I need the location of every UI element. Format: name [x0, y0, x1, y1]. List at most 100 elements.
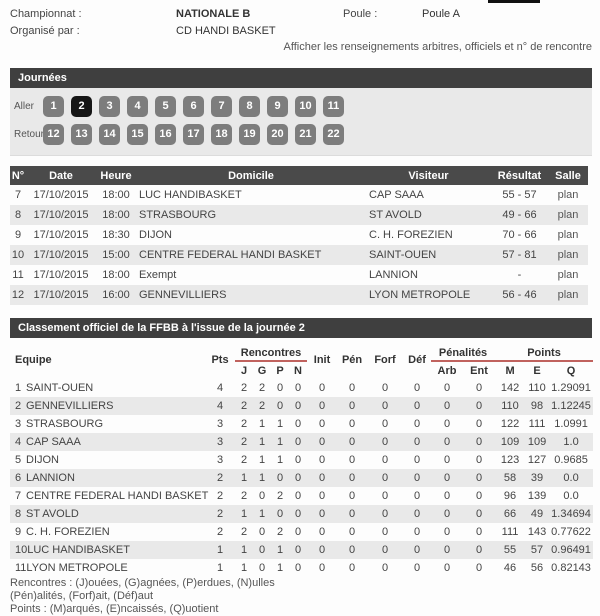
stat-j: 2: [240, 382, 248, 394]
arbitres-officiels-link[interactable]: Afficher les renseignements arbitres, of…: [283, 41, 592, 53]
stat-arb: 0: [431, 433, 464, 451]
stat-j: 1: [235, 541, 253, 559]
organise-label: Organisé par :: [10, 25, 80, 37]
team-name: DIJON: [26, 454, 59, 466]
points-q: 0.96491: [549, 541, 594, 559]
match-resultat: 56 - 46: [491, 285, 548, 305]
match-resultat: 55 - 57: [502, 189, 537, 201]
team-rank: 6: [15, 472, 22, 484]
team-cell: 1 SAINT-OUEN: [10, 379, 205, 397]
stat-forf: 0: [381, 418, 389, 430]
salle-plan-link[interactable]: plan: [557, 289, 579, 301]
col-date: Date: [26, 166, 96, 185]
stat-j: 2: [240, 526, 248, 538]
stat-n: 0: [294, 454, 302, 466]
stat-g: 0: [258, 562, 266, 574]
result-row: 7 17/10/2015 18:00 LUC HANDIBASKET CAP SAAA 5…: [10, 185, 588, 205]
stat-init: 0: [318, 562, 326, 574]
journee-button-3[interactable]: 3: [99, 96, 120, 117]
journee-button-7[interactable]: 7: [211, 96, 232, 117]
journee-button-15[interactable]: 15: [127, 124, 148, 145]
journee-button-13[interactable]: 13: [71, 124, 92, 145]
journee-button-18[interactable]: 18: [211, 124, 232, 145]
journee-button-2[interactable]: 2: [71, 96, 92, 117]
classement-row: 4 CAP SAAA 3 2 1 1 0 0 0 0 0 0 0 109 109 1.0: [10, 433, 594, 451]
journee-button-17[interactable]: 17: [183, 124, 204, 145]
journee-button-11[interactable]: 11: [323, 96, 344, 117]
points-q: 0.0: [549, 469, 594, 487]
truncated-dropdown-edge: [488, 0, 540, 3]
journee-button-16[interactable]: 16: [155, 124, 176, 145]
journee-button-10[interactable]: 10: [295, 96, 316, 117]
stat-def: 0: [403, 397, 432, 415]
journees-title: Journées: [18, 72, 67, 84]
result-row: 9 17/10/2015 18:30 DIJON C. H. FOREZIEN 70 - …: [10, 225, 588, 245]
stat-n: 0: [294, 526, 302, 538]
match-resultat: 49 - 66: [491, 205, 548, 225]
match-domicile: DIJON: [139, 229, 172, 241]
journee-button-22[interactable]: 22: [323, 124, 344, 145]
journee-button-6[interactable]: 6: [183, 96, 204, 117]
stat-n: 0: [289, 469, 308, 487]
team-cell: 2 GENNEVILLIERS: [10, 397, 205, 415]
classement-row: 11LYON METROPOLE 1 1 0 1 0 0 0 0 0 0 0 46 56 0.82143: [10, 559, 593, 577]
salle-plan-link[interactable]: plan: [557, 189, 579, 201]
points-e: 111: [528, 418, 546, 430]
stat-arb: 0: [431, 505, 464, 523]
points-q: 1.29091: [551, 382, 591, 394]
retour-label: Retour: [14, 129, 45, 140]
team-pts: 1: [216, 562, 224, 574]
team-rank: 4: [15, 436, 22, 448]
salle-plan-link[interactable]: plan: [557, 209, 579, 221]
journee-button-4[interactable]: 4: [127, 96, 148, 117]
stat-init: 0: [318, 382, 326, 394]
classement-title: Classement officiel de la FFBB à l'issue…: [18, 322, 305, 334]
stat-n: 0: [289, 505, 308, 523]
stat-j: 2: [235, 433, 253, 451]
journee-button-20[interactable]: 20: [267, 124, 288, 145]
stat-g: 2: [253, 397, 271, 415]
team-pts: 4: [216, 382, 224, 394]
match-visiteur: SAINT-OUEN: [366, 245, 491, 265]
stat-n: 0: [289, 397, 308, 415]
salle-plan-link[interactable]: plan: [557, 269, 579, 281]
classement-row: 8 ST AVOLD 2 1 1 0 0 0 0 0 0 0 0 66 49 1.34694: [10, 505, 594, 523]
stat-forf: 0: [367, 469, 404, 487]
result-row: 11 17/10/2015 18:00 Exempt LANNION - plan: [10, 265, 588, 285]
team-cell: 11LYON METROPOLE: [10, 559, 205, 577]
result-row: 8 17/10/2015 18:00 STRASBOURG ST AVOLD 49 - 6…: [10, 205, 588, 225]
salle-plan-link[interactable]: plan: [557, 229, 579, 241]
match-salle: plan: [548, 245, 588, 265]
journee-button-5[interactable]: 5: [155, 96, 176, 117]
journee-button-1[interactable]: 1: [43, 96, 64, 117]
team-cell: 8 ST AVOLD: [10, 505, 205, 523]
points-m: 111: [501, 526, 519, 538]
classement-table: Equipe Pts Rencontres Init Pén Forf Déf …: [10, 340, 594, 577]
stat-g: 0: [253, 541, 271, 559]
team-rank: 11: [15, 562, 27, 574]
classement-row: 7 CENTRE FEDERAL HANDI BASKET 2 2 0 2 0 0 0 0 0 0 0 9…: [10, 487, 593, 505]
match-visiteur: CAP SAAA: [369, 189, 424, 201]
journee-button-19[interactable]: 19: [239, 124, 260, 145]
journee-button-12[interactable]: 12: [43, 124, 64, 145]
points-e: 57: [525, 541, 550, 559]
match-salle: plan: [548, 205, 588, 225]
salle-plan-link[interactable]: plan: [557, 249, 579, 261]
journee-button-9[interactable]: 9: [267, 96, 288, 117]
col-g: G: [253, 361, 271, 379]
classement-row: 6 LANNION 2 1 1 0 0 0 0 0 0 0 0 58 39 0.0: [10, 469, 594, 487]
stat-p: 1: [276, 454, 284, 466]
col-numero: N°: [10, 166, 26, 185]
stat-def: 0: [403, 505, 432, 523]
match-salle: plan: [548, 265, 588, 285]
journee-button-8[interactable]: 8: [239, 96, 260, 117]
stat-g: 0: [258, 526, 266, 538]
col-def: Déf: [403, 340, 432, 379]
stat-init: 0: [307, 397, 338, 415]
stat-pen: 0: [337, 433, 368, 451]
col-domicile: Domicile: [136, 166, 366, 185]
points-e: 109: [525, 433, 550, 451]
legend: Rencontres : (J)ouées, (G)agnées, (P)erd…: [10, 577, 592, 616]
journee-button-14[interactable]: 14: [99, 124, 120, 145]
journee-button-21[interactable]: 21: [295, 124, 316, 145]
